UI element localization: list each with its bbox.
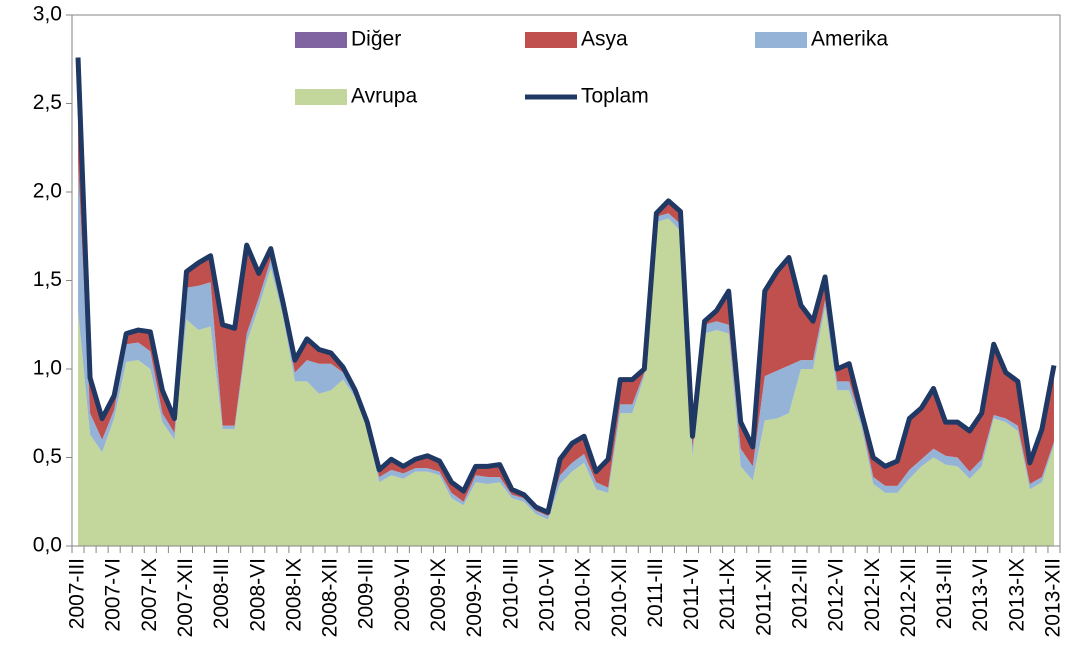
x-tick-label: 2010-XII (608, 558, 631, 637)
x-tick-label: 2009-IX (427, 558, 450, 632)
x-tick-label: 2010-IX (572, 558, 595, 632)
legend-swatch (525, 32, 577, 48)
x-tick-label: 2007-IX (138, 558, 161, 632)
legend-label: Asya (581, 28, 628, 51)
x-tick-label: 2013-VI (969, 558, 992, 632)
x-tick-label: 2012-III (788, 558, 811, 629)
x-tick-label: 2011-XII (752, 558, 775, 636)
y-tick-label: 1,0 (33, 357, 62, 380)
y-tick-label: 2,0 (33, 180, 62, 203)
legend-label: Amerika (811, 28, 888, 51)
legend-label: Diğer (351, 28, 401, 51)
x-tick-label: 2011-IX (716, 558, 739, 630)
x-tick-label: 2008-XII (319, 558, 342, 637)
x-tick-label: 2013-III (933, 558, 956, 629)
x-tick-label: 2007-VI (102, 558, 125, 632)
x-tick-label: 2012-XII (897, 558, 920, 637)
legend-label: Avrupa (351, 85, 417, 108)
y-tick-label: 1,5 (33, 268, 62, 291)
legend-label: Toplam (581, 85, 649, 108)
x-tick-label: 2012-VI (825, 558, 848, 632)
y-tick-label: 2,5 (33, 91, 62, 114)
line (75, 57, 1057, 515)
x-tick-label: 2011-III (644, 558, 667, 628)
x-tick-label: 2013-IX (1005, 558, 1028, 632)
x-tick-label: 2009-III (355, 558, 378, 629)
x-tick-label: 2012-IX (861, 558, 884, 632)
x-tick-label: 2009-VI (391, 558, 414, 632)
x-tick-label: 2010-III (499, 558, 522, 629)
x-tick-label: 2008-IX (282, 558, 305, 632)
x-tick-label: 2007-III (66, 558, 89, 629)
x-tick-label: 2011-VI (680, 558, 703, 630)
x-tick-label: 2010-VI (535, 558, 558, 632)
legend-swatch (295, 32, 347, 48)
x-tick-label: 2013-XII (1042, 558, 1065, 637)
y-tick-label: 0,5 (33, 445, 62, 468)
area (78, 218, 1054, 547)
y-tick-label: 3,0 (33, 3, 62, 26)
x-tick-label: 2008-III (210, 558, 233, 629)
x-tick-label: 2007-XII (174, 558, 197, 637)
y-tick-label: 0,0 (33, 534, 62, 557)
x-tick-label: 2008-VI (246, 558, 269, 632)
x-tick-label: 2009-XII (463, 558, 486, 637)
legend-swatch (295, 89, 347, 105)
legend-swatch (755, 32, 807, 48)
